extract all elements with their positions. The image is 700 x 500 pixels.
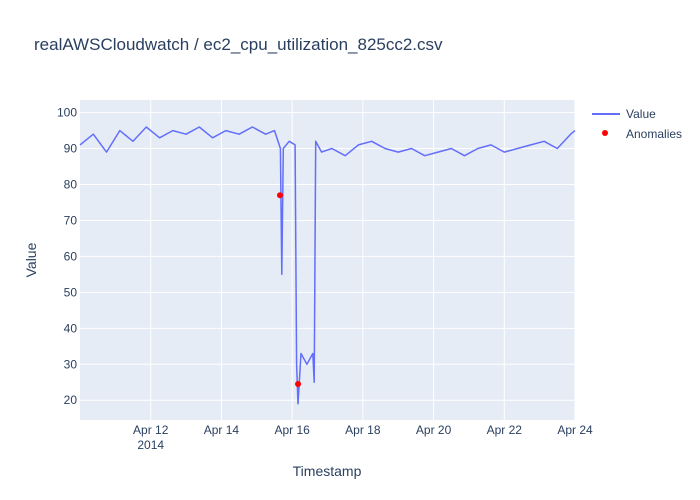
y-tick-label: 60 bbox=[64, 249, 78, 263]
y-tick-label: 70 bbox=[64, 213, 78, 227]
x-tick-sublabel: 2014 bbox=[137, 438, 164, 452]
anomaly-point bbox=[276, 192, 283, 199]
legend-dot-swatch bbox=[602, 130, 608, 136]
series-line-value bbox=[79, 126, 576, 405]
y-tick-label: 90 bbox=[64, 142, 78, 156]
x-tick-label: Apr 22 bbox=[487, 423, 523, 437]
y-tick-label: 50 bbox=[64, 285, 78, 299]
x-axis-title: Timestamp bbox=[293, 463, 362, 479]
series-layer bbox=[79, 126, 576, 405]
y-axis-title: Value bbox=[23, 242, 39, 277]
x-tick-label: Apr 14 bbox=[204, 423, 240, 437]
x-tick-label: Apr 24 bbox=[557, 423, 593, 437]
grid bbox=[80, 100, 576, 420]
legend-label-anomalies: Anomalies bbox=[626, 127, 682, 141]
legend[interactable]: Value Anomalies bbox=[592, 107, 682, 141]
plot-area bbox=[80, 100, 575, 420]
y-tick-label: 30 bbox=[64, 357, 78, 371]
y-tick-label: 20 bbox=[64, 393, 78, 407]
x-tick-label: Apr 12 bbox=[133, 423, 169, 437]
chart-title: realAWSCloudwatch / ec2_cpu_utilization_… bbox=[34, 35, 443, 54]
legend-label-value: Value bbox=[626, 107, 656, 121]
legend-item-anomalies[interactable]: Anomalies bbox=[602, 127, 682, 141]
x-tick-label: Apr 16 bbox=[274, 423, 310, 437]
x-tick-label: Apr 18 bbox=[345, 423, 381, 437]
y-tick-label: 100 bbox=[57, 106, 77, 120]
x-tick-label: Apr 20 bbox=[416, 423, 452, 437]
anomaly-point bbox=[295, 381, 302, 388]
legend-item-value[interactable]: Value bbox=[592, 107, 656, 121]
y-axis: 20 30 40 50 60 70 80 90 100 bbox=[57, 106, 77, 408]
y-tick-label: 80 bbox=[64, 177, 78, 191]
y-tick-label: 40 bbox=[64, 321, 78, 335]
